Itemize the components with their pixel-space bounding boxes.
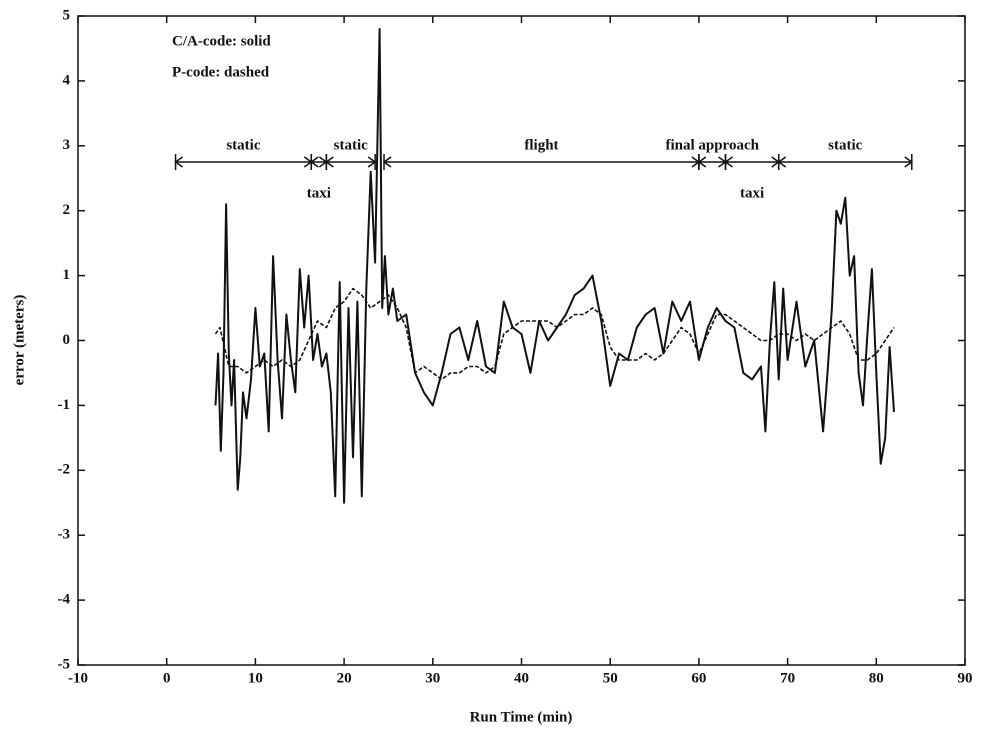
phase-arrow	[724, 154, 781, 170]
series-line	[214, 287, 895, 381]
phase-arrow	[325, 154, 377, 170]
y-tick-label: 2	[63, 202, 71, 218]
x-tick-label: 80	[869, 670, 884, 686]
x-tick-label: 30	[425, 670, 440, 686]
x-axis-label: Run Time (min)	[470, 709, 573, 725]
phase-label: flight	[524, 137, 558, 153]
y-tick-label: -4	[58, 592, 71, 608]
phase-arrow	[777, 154, 914, 170]
plot-frame	[77, 15, 966, 666]
y-tick-label: -5	[58, 656, 71, 672]
x-tick-label: 90	[958, 670, 973, 686]
y-axis-label: error (meters)	[11, 295, 27, 386]
series-line	[214, 28, 895, 504]
legend-label: P-code: dashed	[172, 64, 270, 80]
y-tick-label: 3	[63, 137, 71, 153]
y-tick-label: -1	[58, 397, 71, 413]
x-tick-label: 20	[337, 670, 352, 686]
legend-label: C/A-code: solid	[172, 33, 271, 49]
x-tick-label: 0	[163, 670, 171, 686]
y-tick-label: 1	[63, 267, 71, 283]
y-tick-label: 4	[63, 72, 71, 88]
y-tick-label: 5	[63, 7, 71, 23]
x-tick-label: 50	[603, 670, 618, 686]
x-tick-label: 70	[780, 670, 795, 686]
phase-arrow	[309, 154, 328, 170]
y-tick-label: -2	[58, 462, 71, 478]
phase-arrow	[174, 154, 313, 170]
x-tick-label: 40	[514, 670, 529, 686]
y-tick-label: -3	[58, 527, 71, 543]
phase-label: static	[334, 137, 368, 153]
x-tick-label: 10	[248, 670, 263, 686]
x-tick-label: 60	[691, 670, 706, 686]
x-tick-label: -10	[68, 670, 88, 686]
y-tick-label: 0	[63, 332, 71, 348]
phase-label: taxi	[307, 185, 331, 201]
phase-arrow	[697, 154, 727, 170]
phase-label: static	[828, 137, 862, 153]
phase-arrow	[382, 154, 701, 170]
phase-label: final approach	[665, 137, 759, 153]
phase-label: static	[226, 137, 260, 153]
phase-label: taxi	[740, 185, 764, 201]
